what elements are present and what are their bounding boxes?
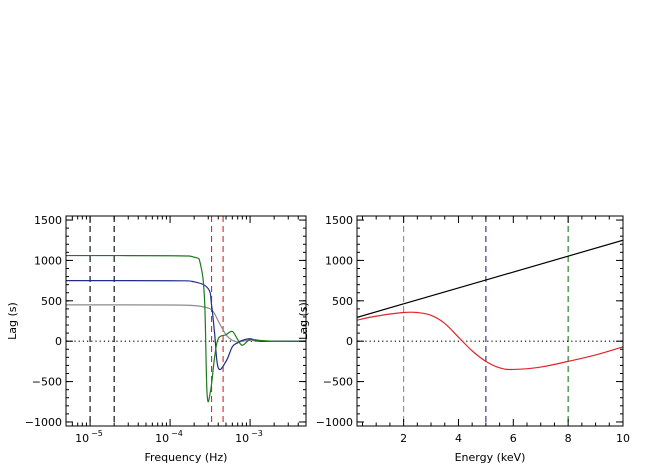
x-tick-label: 10: [75, 432, 89, 445]
y-tick-label: 500: [332, 295, 353, 308]
plot-area: [357, 216, 623, 426]
series-line: [66, 254, 306, 403]
x-tick-exponent: −4: [171, 429, 183, 438]
x-tick-exponent: −3: [251, 429, 263, 438]
series-line: [66, 280, 306, 371]
y-tick-label: 1500: [34, 214, 62, 227]
plot-frame: [356, 215, 624, 427]
y-tick-label: 0: [55, 335, 62, 348]
series-line: [357, 311, 623, 371]
x-tick-exponent: −5: [91, 429, 103, 438]
plot-area: [66, 216, 306, 426]
y-tick-label: 1000: [325, 254, 353, 267]
x-tick-label: 6: [510, 432, 517, 445]
energy-lag-panel: −1000 −500 0 500 1000 1500 2 4 6 8 10 Energy (keV) L…: [297, 214, 630, 464]
series-line: [357, 239, 623, 318]
x-axis-label: Frequency (Hz): [145, 451, 228, 464]
y-tick-label: −500: [32, 376, 62, 389]
y-tick-label: 1500: [325, 214, 353, 227]
series-line: [66, 304, 306, 343]
y-tick-label: 0: [346, 335, 353, 348]
y-tick-label: −500: [323, 376, 353, 389]
y-tick-label: −1000: [25, 416, 62, 429]
y-tick-label: −1000: [316, 416, 353, 429]
y-tick-label: 1000: [34, 254, 62, 267]
y-tick-label: 500: [41, 295, 62, 308]
x-tick-label: 10: [235, 432, 249, 445]
y-axis-label: Lag (s): [6, 302, 19, 340]
x-tick-label: 8: [565, 432, 572, 445]
x-tick-label: 10: [616, 432, 630, 445]
y-axis-label: Lag (s): [297, 302, 310, 340]
x-axis-label: Energy (keV): [455, 451, 526, 464]
x-tick-label: 4: [455, 432, 462, 445]
x-tick-label: 2: [400, 432, 407, 445]
plot-frame: [65, 215, 307, 427]
x-tick-label: 10: [155, 432, 169, 445]
